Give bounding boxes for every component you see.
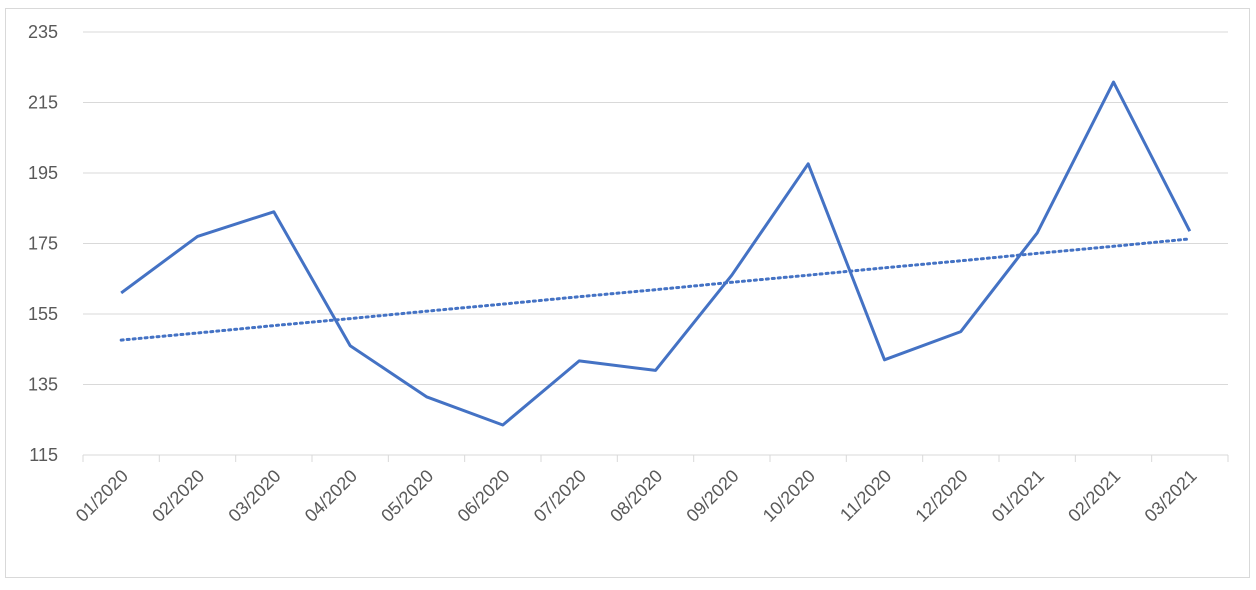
chart-border (5, 8, 1250, 578)
y-tick-label: 175 (28, 234, 58, 254)
trend-line (119, 237, 1192, 342)
y-tick-label: 135 (28, 375, 58, 395)
y-tick-label: 115 (29, 445, 58, 465)
y-tick-label: 195 (28, 163, 58, 183)
y-tick-label: 155 (28, 304, 58, 324)
y-tick-label: 235 (28, 22, 58, 42)
data-line (120, 80, 1192, 427)
y-tick-label: 215 (28, 93, 58, 113)
